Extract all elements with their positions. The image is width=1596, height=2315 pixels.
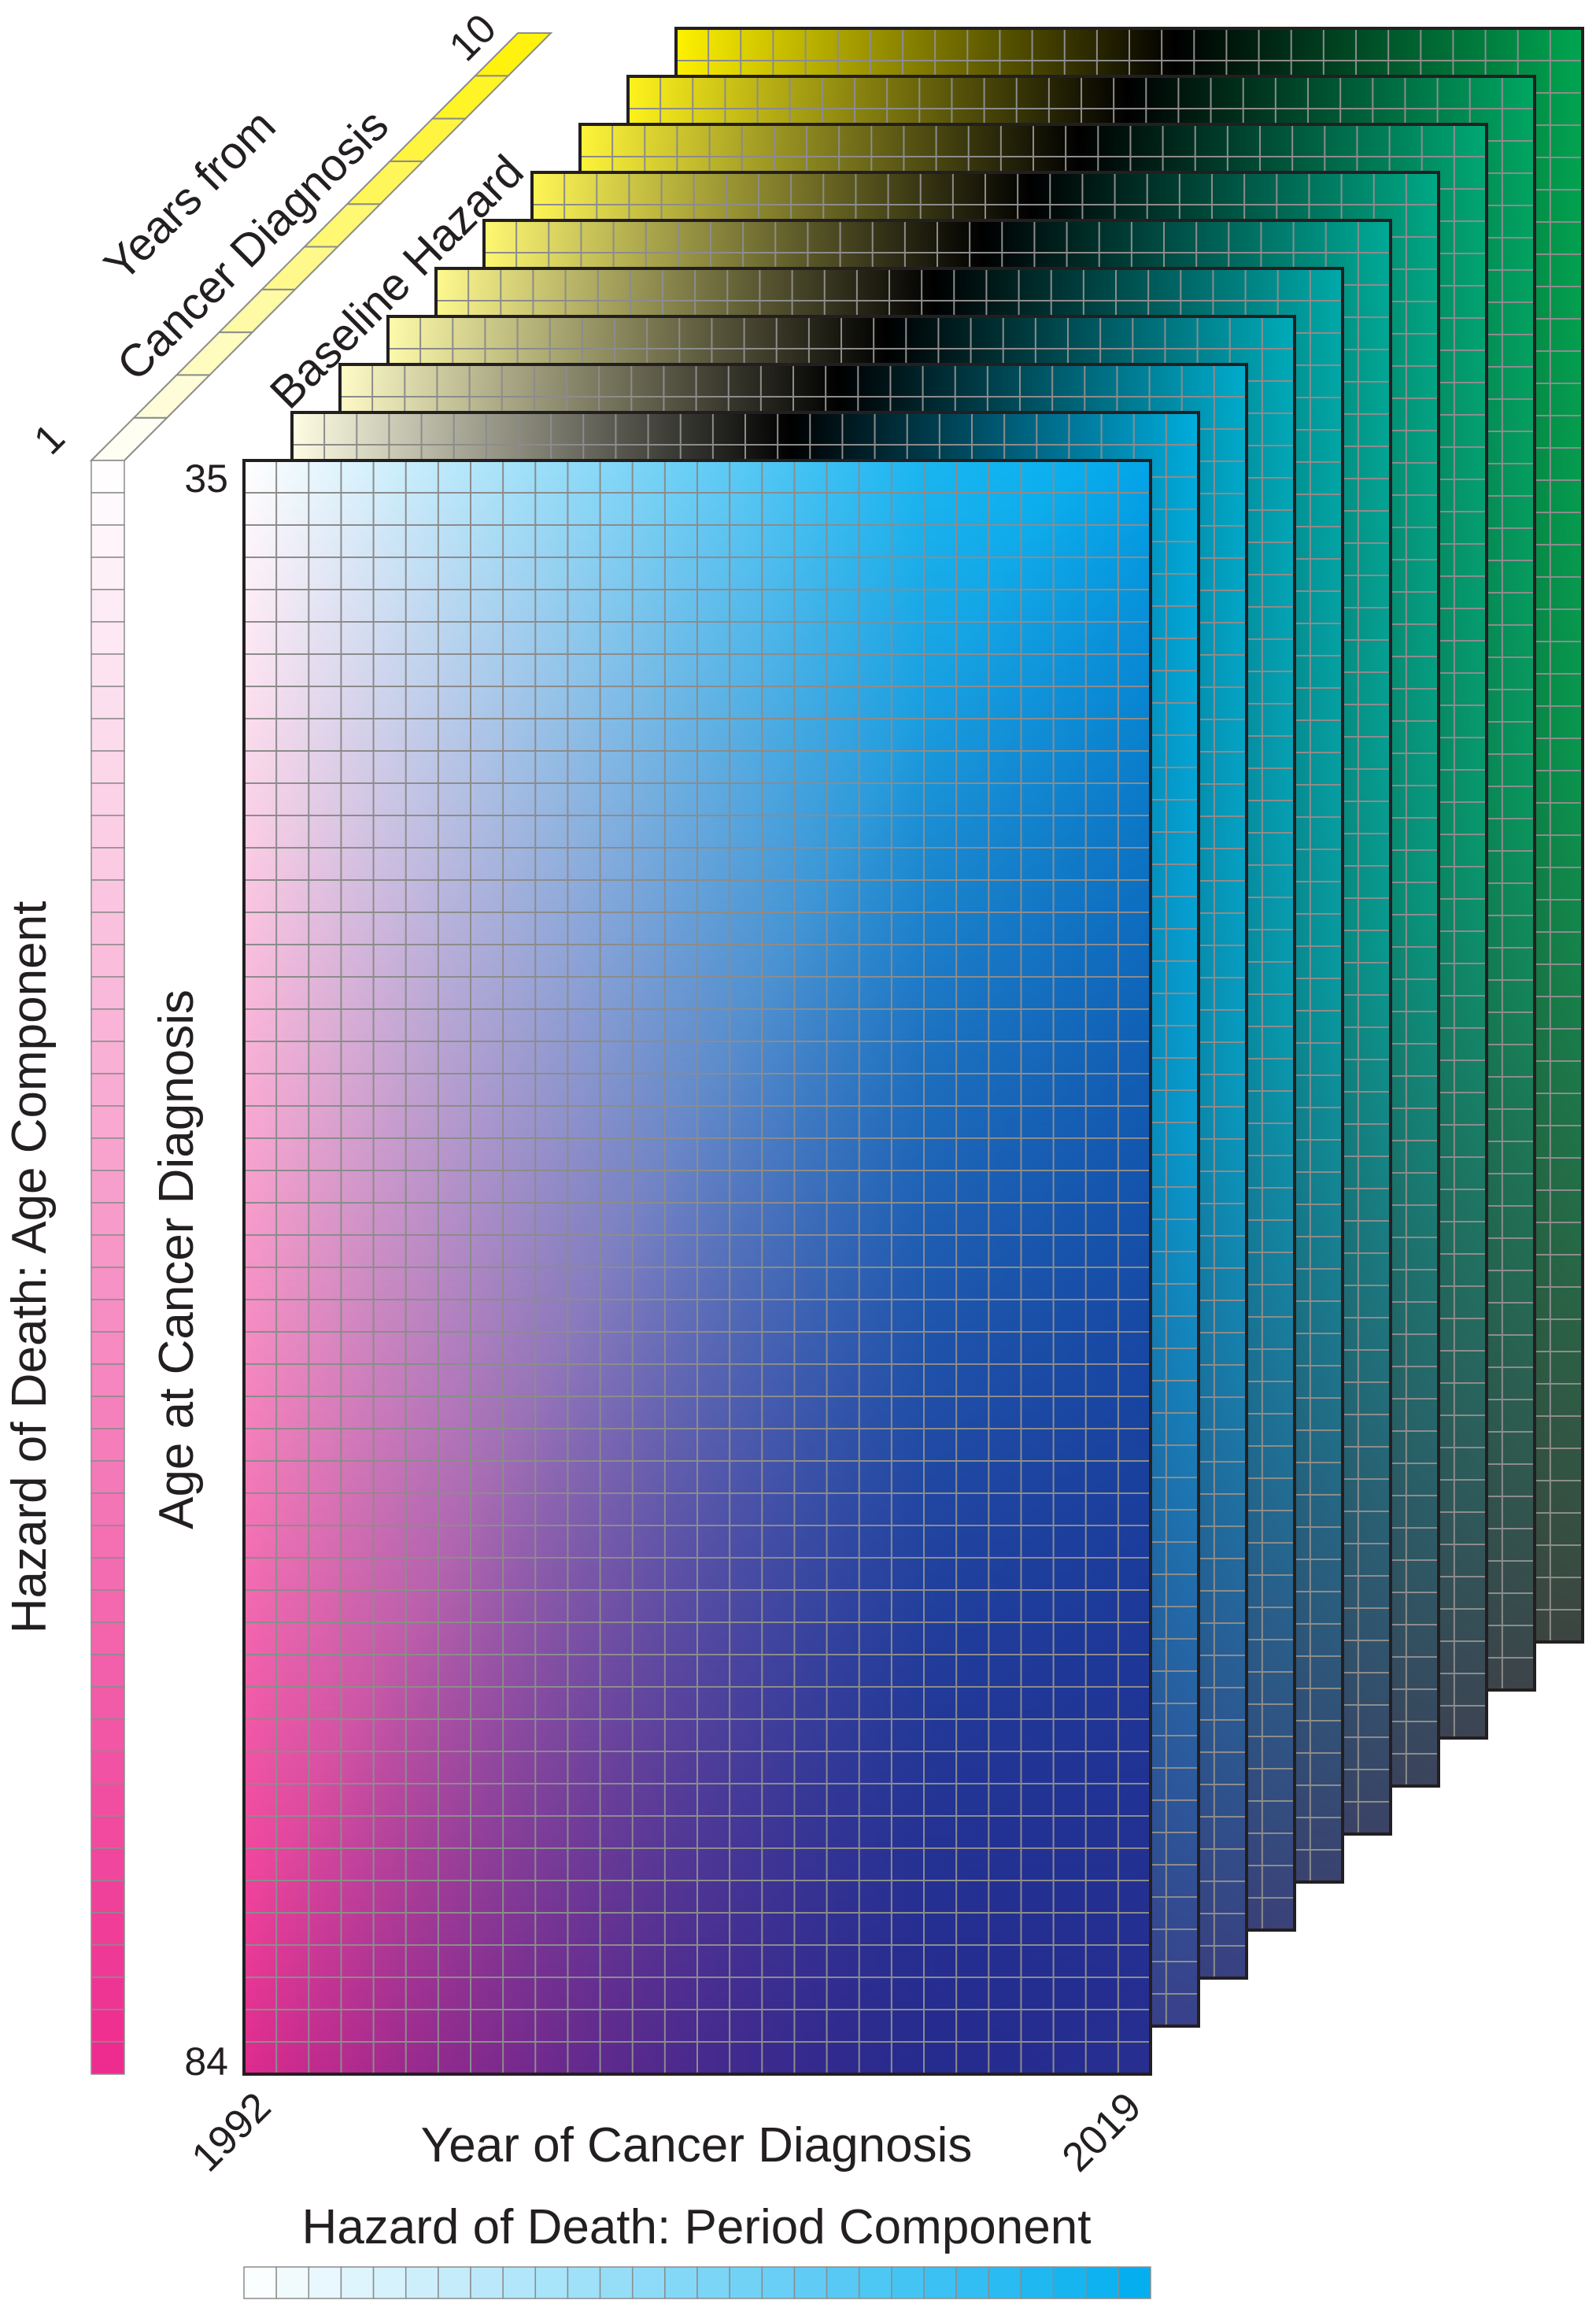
age-component-cell [91, 1008, 125, 1042]
period-component-cell [340, 2266, 375, 2299]
baseline-hazard-cell [89, 416, 169, 461]
period-component-cell [567, 2266, 601, 2299]
age-component-cell [91, 1912, 125, 1946]
age-component-cell [91, 1363, 125, 1397]
age-component-cell [91, 1815, 125, 1849]
age-component-cell [91, 1041, 125, 1074]
period-component-scale [243, 2266, 1151, 2299]
period-component-cell [372, 2266, 407, 2299]
period-component-cell [1052, 2266, 1087, 2299]
age-component-cell [91, 1202, 125, 1236]
age-component-cell [91, 589, 125, 623]
baseline-hazard-scale [89, 32, 553, 461]
period-component-cell [696, 2266, 730, 2299]
age-component-cell [91, 944, 125, 978]
age-component-cell [91, 557, 125, 590]
age-component-cell [91, 1686, 125, 1720]
age-component-cell [91, 1557, 125, 1591]
age-component-cell [91, 1105, 125, 1139]
age-component-cell [91, 1428, 125, 1462]
year-tick-end: 2019 [1054, 2084, 1151, 2180]
baseline-hazard-cell [473, 32, 553, 77]
age-component-cell [91, 1977, 125, 2010]
period-component-cell [891, 2266, 925, 2299]
period-component-cell [858, 2266, 892, 2299]
period-component-cell [308, 2266, 342, 2299]
age-component-cell [91, 976, 125, 1010]
age-component-cell [91, 1396, 125, 1429]
year-tick-start: 1992 [183, 2084, 280, 2180]
age-component-scale [91, 460, 125, 2075]
period-component-cell [534, 2266, 569, 2299]
age-component-cell [91, 847, 125, 881]
baseline-hazard-cell [430, 75, 511, 120]
period-component-label: Hazard of Death: Period Component [302, 2200, 1092, 2254]
period-component-cell [664, 2266, 698, 2299]
period-component-cell [793, 2266, 828, 2299]
age-component-cell [91, 815, 125, 849]
age-component-cell [91, 524, 125, 558]
period-component-cell [631, 2266, 666, 2299]
age-component-cell [91, 653, 125, 687]
period-component-cell [761, 2266, 796, 2299]
age-component-cell [91, 1589, 125, 1623]
period-component-cell [438, 2266, 471, 2299]
age-component-cell [91, 1234, 125, 1268]
baseline-hazard-cell [387, 117, 468, 162]
age-component-cell [91, 1847, 125, 1881]
age-component-cell [91, 1492, 125, 1526]
age-component-cell [91, 621, 125, 655]
age-component-cell [91, 2041, 125, 2075]
age-component-cell [91, 1525, 125, 1559]
age-component-cell [91, 1944, 125, 1978]
age-component-cell [91, 1718, 125, 1752]
years-from-tick-start: 1 [25, 415, 73, 463]
period-component-cell [729, 2266, 763, 2299]
period-component-cell [405, 2266, 439, 2299]
age-component-cell [91, 718, 125, 752]
age-component-cell [91, 782, 125, 816]
period-component-cell [470, 2266, 504, 2299]
age-component-cell [91, 912, 125, 945]
age-tick-end: 84 [184, 2039, 228, 2084]
age-tick-start: 35 [184, 457, 228, 501]
age-component-cell [91, 686, 125, 719]
period-component-cell [955, 2266, 990, 2299]
age-component-cell [91, 2009, 125, 2043]
age-component-cell [91, 1783, 125, 1817]
period-component-cell [1020, 2266, 1055, 2299]
age-component-cell [91, 750, 125, 784]
age-component-cell [91, 1073, 125, 1107]
age-component-cell [91, 1170, 125, 1204]
hazard-layer [242, 459, 1152, 2076]
period-component-cell [1118, 2266, 1151, 2299]
age-component-cell [91, 1460, 125, 1494]
year-axis-label: Year of Cancer Diagnosis [421, 2118, 973, 2173]
period-component-cell [502, 2266, 537, 2299]
hazard-layer-stack [242, 27, 1584, 2076]
period-component-cell [826, 2266, 860, 2299]
age-component-cell [91, 492, 125, 526]
age-component-cell [91, 460, 125, 494]
age-component-cell [91, 879, 125, 913]
period-component-cell [988, 2266, 1022, 2299]
age-component-cell [91, 1751, 125, 1784]
age-axis-label: Age at Cancer Diagnosis [150, 989, 204, 1529]
age-component-cell [91, 1880, 125, 1914]
age-component-cell [91, 1267, 125, 1300]
age-component-cell [91, 1331, 125, 1365]
age-component-cell [91, 1299, 125, 1333]
period-component-cell [1084, 2266, 1119, 2299]
age-component-cell [91, 1622, 125, 1655]
period-component-cell [243, 2266, 277, 2299]
period-component-cell [599, 2266, 634, 2299]
period-component-cell [275, 2266, 310, 2299]
age-component-cell [91, 1137, 125, 1171]
age-component-label: Hazard of Death: Age Component [2, 901, 57, 1634]
period-component-cell [923, 2266, 957, 2299]
age-component-cell [91, 1654, 125, 1688]
